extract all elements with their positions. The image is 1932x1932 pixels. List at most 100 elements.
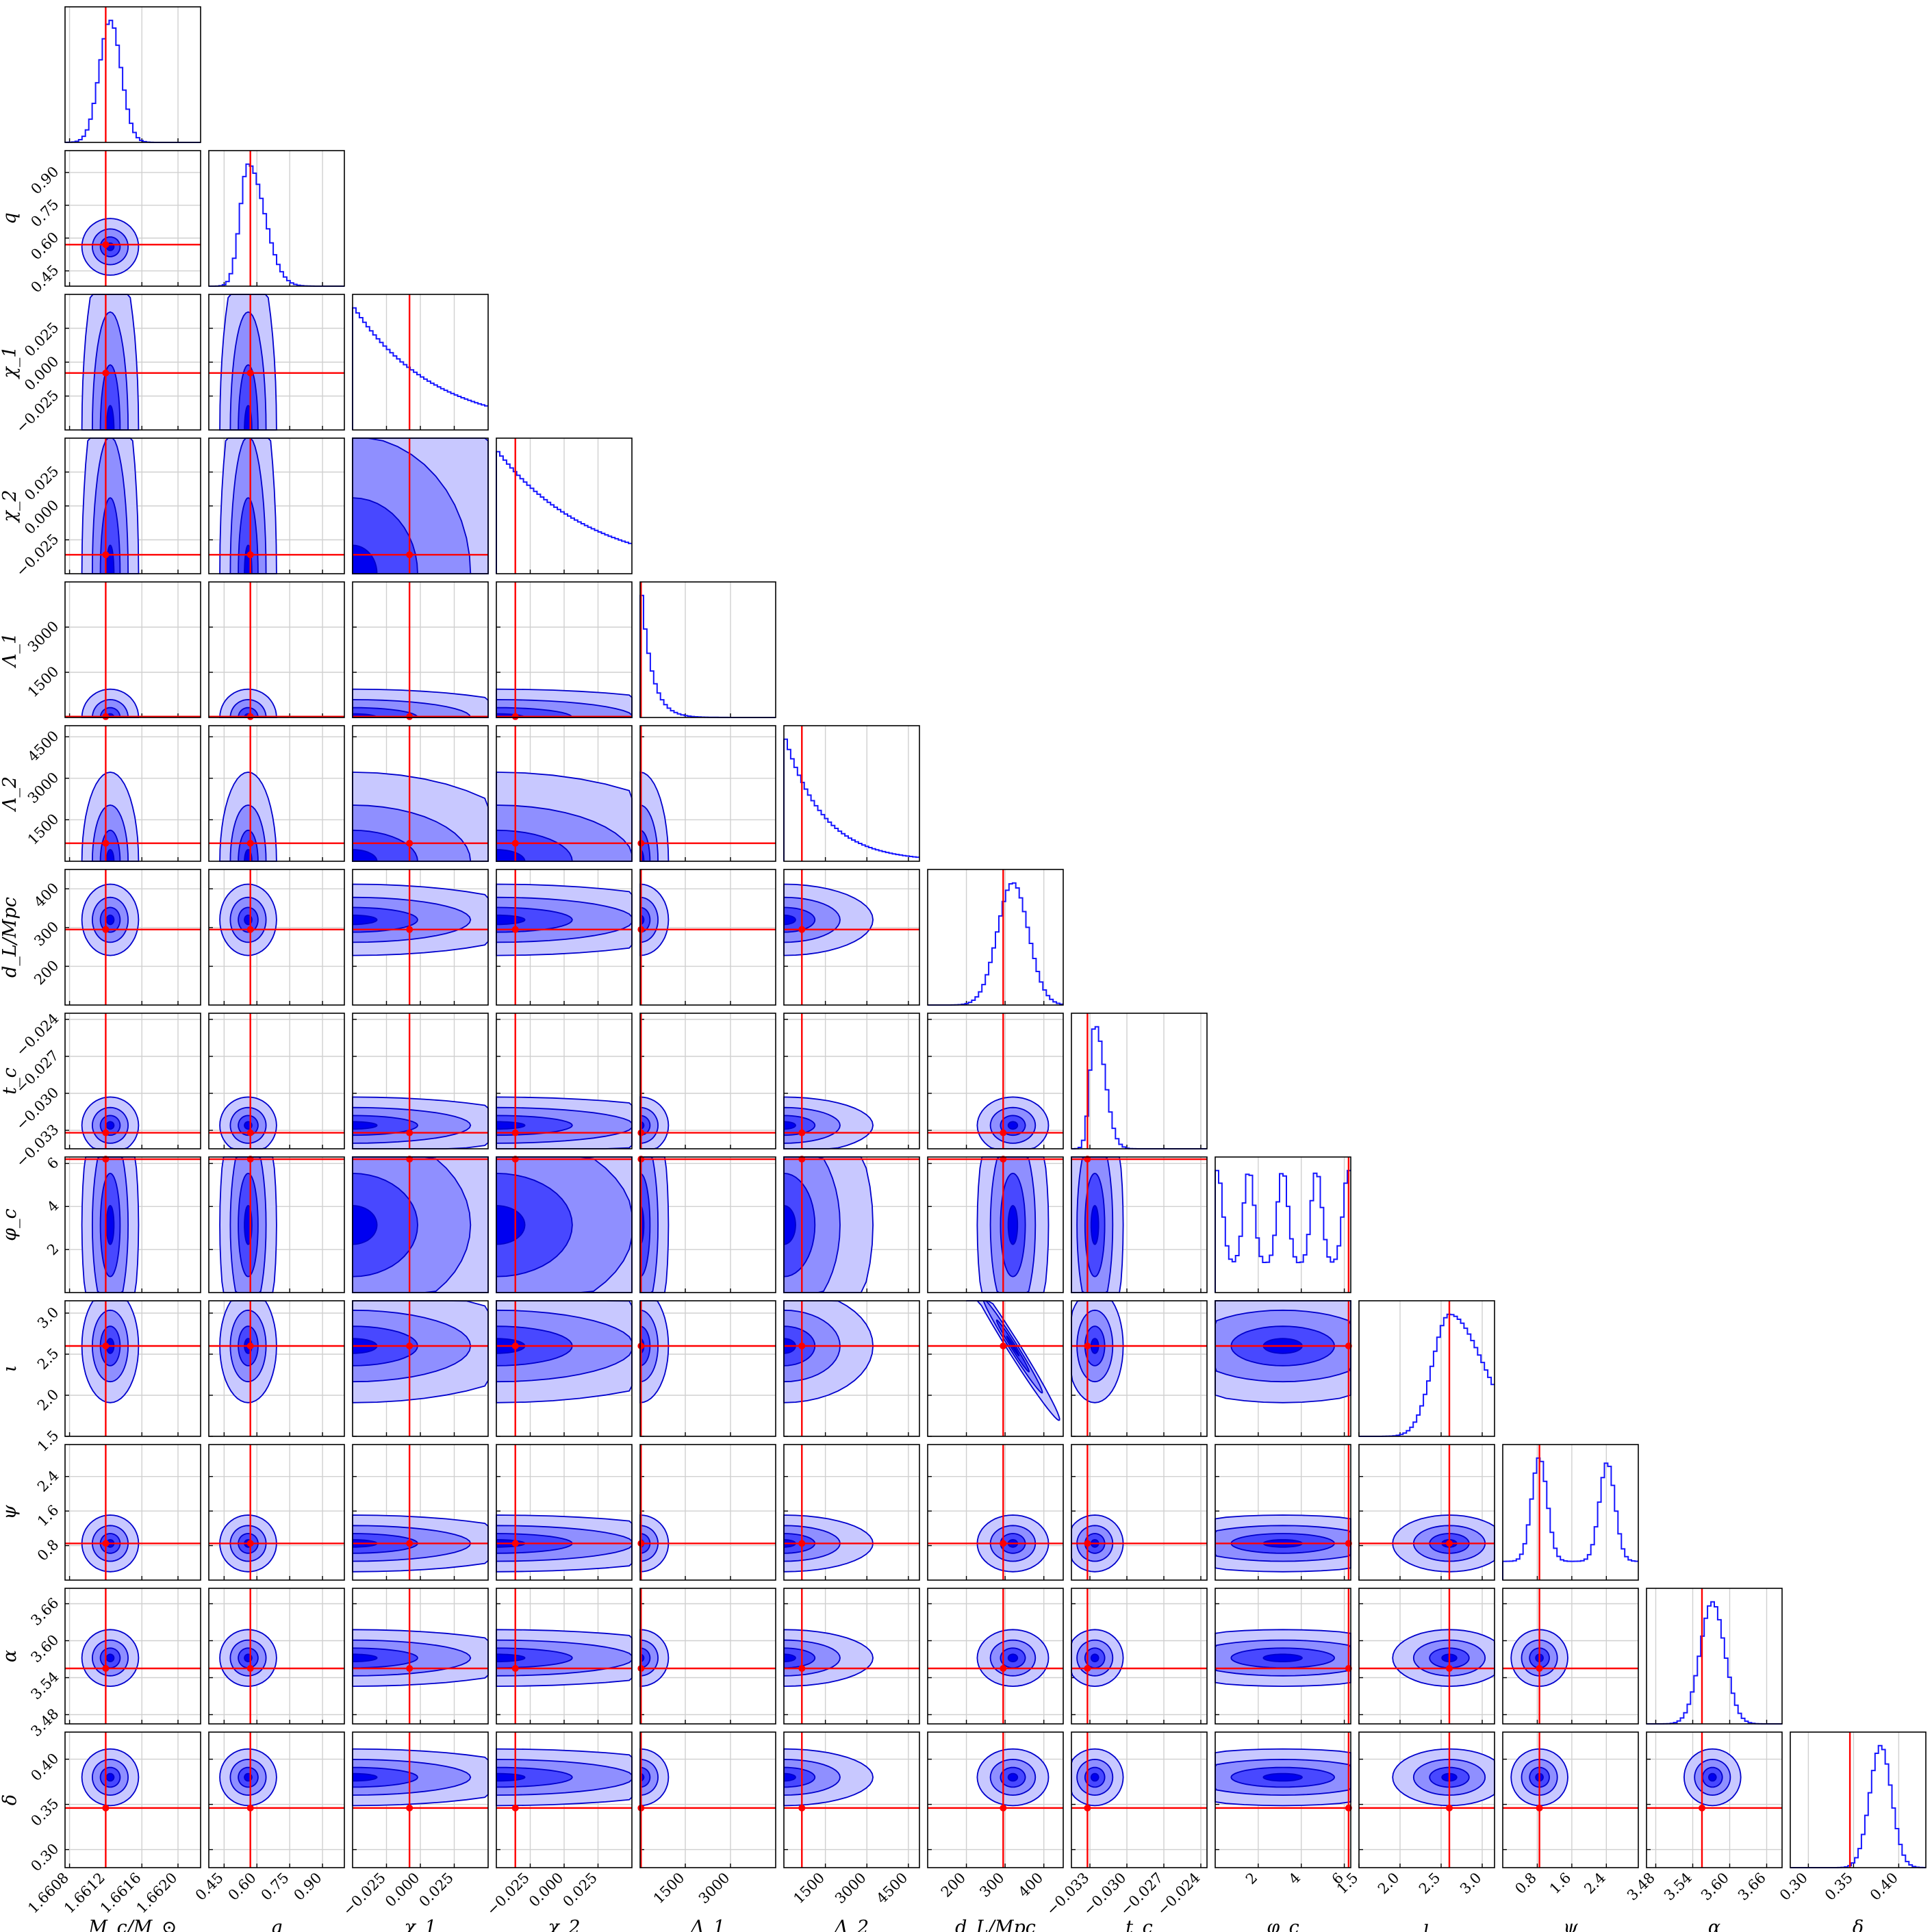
x-tick-label: 1500 <box>650 1870 688 1907</box>
truth-point <box>246 1804 254 1812</box>
panel-dL-Mc <box>64 869 201 1006</box>
truth-point <box>511 713 519 720</box>
y-axis-label-iota: ι <box>0 1365 21 1373</box>
truth-point <box>1536 1665 1543 1672</box>
panel-psi-q <box>208 1444 345 1581</box>
truth-point <box>406 1665 414 1672</box>
panel-alpha-phic <box>1215 1588 1352 1725</box>
panel-alpha-L1 <box>637 1588 776 1725</box>
truth-point <box>406 1540 414 1547</box>
y-tick-label: −0.025 <box>13 531 62 580</box>
x-tick-label: 3000 <box>832 1870 869 1907</box>
panel-delta-iota <box>1358 1731 1495 1868</box>
x-axis-label-dL: d_L/Mpc <box>955 1917 1036 1932</box>
histogram-dL <box>928 882 1063 1006</box>
x-tick-label: 1.6 <box>1547 1870 1575 1898</box>
panel-psi-iota <box>1358 1444 1495 1581</box>
y-tick-label: 0.75 <box>27 196 62 230</box>
y-axis-label-q: q <box>0 212 21 224</box>
panel-iota-chi1 <box>352 1300 489 1437</box>
contour-4 <box>1007 1653 1019 1662</box>
x-tick-label: 2.0 <box>1375 1870 1403 1898</box>
truth-point <box>511 1343 519 1349</box>
truth-point <box>637 1804 645 1812</box>
panel-L2-L1 <box>637 725 776 862</box>
truth-point <box>1000 1665 1007 1672</box>
contour-4 <box>105 914 115 926</box>
y-axis-label-chi2: χ_2 <box>0 490 21 523</box>
y-axis-label-alpha: α <box>0 1650 21 1662</box>
panel-phic-tc <box>1071 1156 1208 1293</box>
contour-4 <box>105 849 115 862</box>
panel-alpha-psi <box>1502 1588 1639 1725</box>
contour-4 <box>105 1653 115 1662</box>
y-axis-label-L2: Λ_2 <box>0 776 21 813</box>
panel-phic-L2 <box>783 1156 920 1293</box>
panel-L2-chi2 <box>496 725 633 862</box>
x-tick-label: 0.000 <box>382 1870 422 1910</box>
truth-point <box>102 1540 110 1547</box>
y-axis-label-psi: ψ <box>0 1505 21 1520</box>
truth-point <box>246 1343 254 1349</box>
truth-point <box>637 926 645 933</box>
panel-delta-q <box>208 1731 345 1868</box>
y-axis-label-dL: d_L/Mpc <box>0 897 21 978</box>
y-axis-label-L1: Λ_1 <box>0 633 21 669</box>
x-axis-label-chi1: χ_1 <box>403 1917 436 1932</box>
panel-phic-q <box>208 1156 345 1293</box>
panel-delta-L2 <box>783 1731 920 1868</box>
truth-point <box>637 1343 645 1349</box>
histogram-delta <box>1790 1744 1926 1868</box>
truth-point <box>102 839 110 847</box>
truth-point <box>406 926 414 933</box>
panel-delta-chi1 <box>352 1731 489 1868</box>
x-tick-label: 0.025 <box>560 1870 600 1910</box>
panel-psi-L1 <box>637 1444 776 1581</box>
panel-psi-chi1 <box>352 1444 489 1581</box>
x-tick-label: 0.40 <box>1867 1870 1901 1904</box>
panel-tc-chi2 <box>496 1013 633 1149</box>
panel-iota-dL <box>927 1300 1064 1437</box>
x-tick-label: 300 <box>976 1870 1007 1901</box>
histogram-chi1 <box>352 307 488 430</box>
histogram-alpha <box>1647 1601 1782 1725</box>
panel-phic-L1 <box>637 1156 776 1293</box>
panel-chi1-q <box>208 294 345 431</box>
truth-point <box>798 1804 806 1812</box>
panel-tc-dL <box>927 1013 1064 1149</box>
contour-4 <box>105 1121 115 1130</box>
panel-alpha-chi2 <box>496 1588 633 1725</box>
x-axis-label-alpha: α <box>1708 1917 1720 1932</box>
panel-Mc-Mc <box>64 6 201 143</box>
panel-iota-phic <box>1215 1300 1352 1437</box>
truth-point <box>1536 1804 1543 1812</box>
panel-alpha-tc <box>1071 1588 1208 1725</box>
y-tick-label: 1.5 <box>34 1427 62 1456</box>
contour-4 <box>1090 1205 1100 1245</box>
truth-point <box>1699 1804 1705 1812</box>
x-tick-label: 2.4 <box>1581 1870 1609 1898</box>
panel-dL-L2 <box>783 869 920 1006</box>
x-tick-label: 0.30 <box>1777 1870 1811 1904</box>
x-tick-label: 1500 <box>790 1870 828 1907</box>
y-tick-label: 2.4 <box>34 1467 62 1495</box>
truth-point <box>102 926 110 933</box>
x-tick-label: 0.8 <box>1512 1870 1540 1898</box>
x-axis-label-iota: ι <box>1423 1917 1431 1932</box>
panel-chi2-Mc <box>64 437 201 574</box>
truth-point <box>798 1129 806 1136</box>
panel-chi2-chi1 <box>352 437 489 574</box>
y-tick-label: 1.6 <box>34 1502 62 1530</box>
panel-delta-phic <box>1215 1731 1352 1868</box>
truth-point <box>1084 1343 1091 1349</box>
panel-L1-chi2 <box>496 581 633 720</box>
panel-iota-tc <box>1071 1300 1208 1437</box>
panel-L2-L2 <box>783 725 920 862</box>
truth-point <box>102 1129 110 1136</box>
y-tick-label: 2.5 <box>34 1345 62 1373</box>
truth-point <box>1084 1540 1091 1547</box>
x-tick-label: 3.66 <box>1735 1870 1769 1904</box>
truth-point <box>1000 1343 1007 1349</box>
histogram-phic <box>1215 1169 1351 1293</box>
panel-q-q <box>208 150 345 287</box>
